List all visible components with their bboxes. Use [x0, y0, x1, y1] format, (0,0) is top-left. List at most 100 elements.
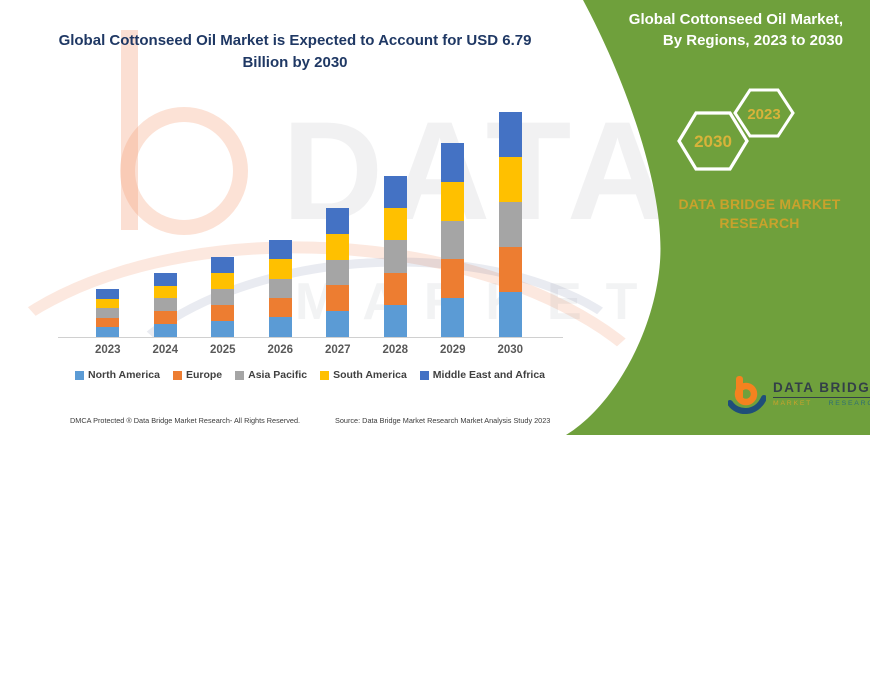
company-logo: DATA BRIDGE MARKET RESEARCH	[728, 375, 870, 417]
logo-subtitle-market: MARKET	[773, 400, 813, 407]
legend-swatch-middle-east-and-africa	[419, 370, 429, 380]
hexagon-2023-label: 2023	[747, 106, 780, 123]
bar-column-2029	[424, 100, 482, 337]
bar-segment-europe	[96, 317, 120, 328]
chart-title: Global Cottonseed Oil Market is Expected…	[58, 32, 532, 71]
legend-swatch-asia-pacific	[235, 370, 245, 380]
bar-column-2026	[252, 100, 310, 337]
footer-source-text: Source: Data Bridge Market Research Mark…	[335, 416, 551, 425]
bar-segment-south-america	[211, 273, 235, 290]
bar-column-2028	[367, 100, 425, 337]
footer-dmca-text: DMCA Protected ® Data Bridge Market Rese…	[70, 416, 301, 425]
x-axis-label-2024: 2024	[152, 344, 179, 356]
bar-segment-middle-east-and-africa	[268, 239, 292, 260]
bar-segment-europe	[153, 311, 177, 325]
bar-segment-asia-pacific	[96, 308, 120, 318]
x-axis-label-2028: 2028	[382, 344, 409, 356]
bar-segment-middle-east-and-africa	[153, 272, 177, 286]
x-axis-line	[58, 337, 563, 338]
legend-swatch-north-america	[74, 370, 84, 380]
bar-segment-north-america	[211, 321, 235, 337]
stacked-bar-2028	[383, 175, 407, 337]
bar-segment-south-america	[268, 259, 292, 279]
legend-item-north-america: North America	[74, 369, 160, 381]
bar-segment-south-america	[441, 181, 465, 221]
bar-segment-south-america	[383, 208, 407, 241]
x-axis-label-2029: 2029	[439, 344, 466, 356]
bar-segment-south-america	[498, 157, 522, 202]
bar-segment-europe	[326, 285, 350, 312]
green-panel-shape	[566, 0, 870, 435]
bar-segment-middle-east-and-africa	[211, 256, 235, 274]
bar-segment-north-america	[268, 317, 292, 337]
logo-text-block: DATA BRIDGE MARKET RESEARCH	[773, 375, 870, 407]
bar-segment-asia-pacific	[498, 201, 522, 247]
bar-segment-south-america	[96, 298, 120, 309]
bar-column-2023	[79, 100, 137, 337]
legend-item-south-america: South America	[320, 369, 407, 381]
bar-segment-europe	[441, 259, 465, 299]
x-axis-labels: 2023 2024 2025 2026 2027 2028 2029 2030	[79, 344, 539, 356]
stacked-bar-2024	[153, 272, 177, 337]
brand-text: DATA BRIDGE MARKET RESEARCH	[678, 196, 841, 231]
legend-label-south-america: South America	[333, 369, 407, 381]
green-side-panel	[566, 0, 870, 435]
bar-segment-middle-east-and-africa	[441, 143, 465, 182]
bar-segment-europe	[268, 297, 292, 318]
bar-segment-europe	[211, 304, 235, 322]
bar-column-2027	[309, 100, 367, 337]
bar-segment-south-america	[153, 285, 177, 299]
bar-segment-north-america	[383, 304, 407, 337]
stacked-bar-2026	[268, 239, 292, 337]
bar-segment-asia-pacific	[211, 289, 235, 305]
legend-label-asia-pacific: Asia Pacific	[248, 369, 308, 381]
bar-column-2025	[194, 100, 252, 337]
logo-name: DATA BRIDGE	[773, 380, 870, 398]
bar-column-2024	[137, 100, 195, 337]
stacked-bar-2027	[326, 208, 350, 337]
bar-segment-middle-east-and-africa	[96, 289, 120, 299]
bar-segment-middle-east-and-africa	[326, 208, 350, 235]
bar-segment-europe	[383, 272, 407, 305]
legend-swatch-south-america	[320, 370, 330, 380]
hexagon-badges: 2030 2023	[677, 88, 795, 171]
bar-segment-middle-east-and-africa	[383, 175, 407, 209]
hexagon-2023	[733, 88, 795, 138]
legend-item-middle-east-and-africa: Middle East and Africa	[419, 369, 546, 381]
panel-title: Global Cottonseed Oil Market, By Regions…	[628, 11, 843, 49]
legend-item-asia-pacific: Asia Pacific	[235, 369, 307, 381]
stacked-bar-2025	[211, 256, 235, 337]
bar-segment-north-america	[441, 298, 465, 337]
bar-segment-asia-pacific	[153, 298, 177, 312]
stacked-bar-2030	[498, 111, 522, 337]
bar-segment-north-america	[498, 291, 522, 337]
legend-label-north-america: North America	[87, 369, 160, 381]
legend-label-europe: Europe	[185, 369, 223, 381]
legend-swatch-europe	[172, 370, 182, 380]
bar-segment-north-america	[326, 311, 350, 337]
x-axis-label-2026: 2026	[267, 344, 294, 356]
bar-segment-middle-east-and-africa	[498, 111, 522, 158]
bar-segment-europe	[498, 246, 522, 292]
bar-segment-asia-pacific	[441, 220, 465, 260]
logo-subtitle: MARKET RESEARCH	[773, 400, 870, 407]
bar-segment-south-america	[326, 234, 350, 260]
hexagon-2030-label: 2030	[694, 132, 732, 151]
logo-b-icon	[728, 376, 766, 414]
bar-segment-asia-pacific	[383, 240, 407, 273]
chart-legend: North America Europe Asia Pacific South Ame…	[55, 369, 565, 381]
bar-segment-north-america	[153, 324, 177, 337]
x-axis-label-2025: 2025	[209, 344, 236, 356]
stacked-bar-chart	[79, 100, 539, 337]
legend-label-middle-east-and-africa: Middle East and Africa	[432, 369, 546, 381]
x-axis-label-2027: 2027	[324, 344, 351, 356]
bar-segment-north-america	[96, 327, 120, 337]
bar-segment-asia-pacific	[326, 259, 350, 286]
logo-subtitle-research: RESEARCH	[828, 400, 870, 407]
bar-column-2030	[482, 100, 540, 337]
hexagon-2030	[677, 111, 749, 171]
stacked-bar-2023	[96, 289, 120, 337]
bar-segment-asia-pacific	[268, 278, 292, 298]
x-axis-label-2030: 2030	[497, 344, 524, 356]
legend-item-europe: Europe	[172, 369, 223, 381]
